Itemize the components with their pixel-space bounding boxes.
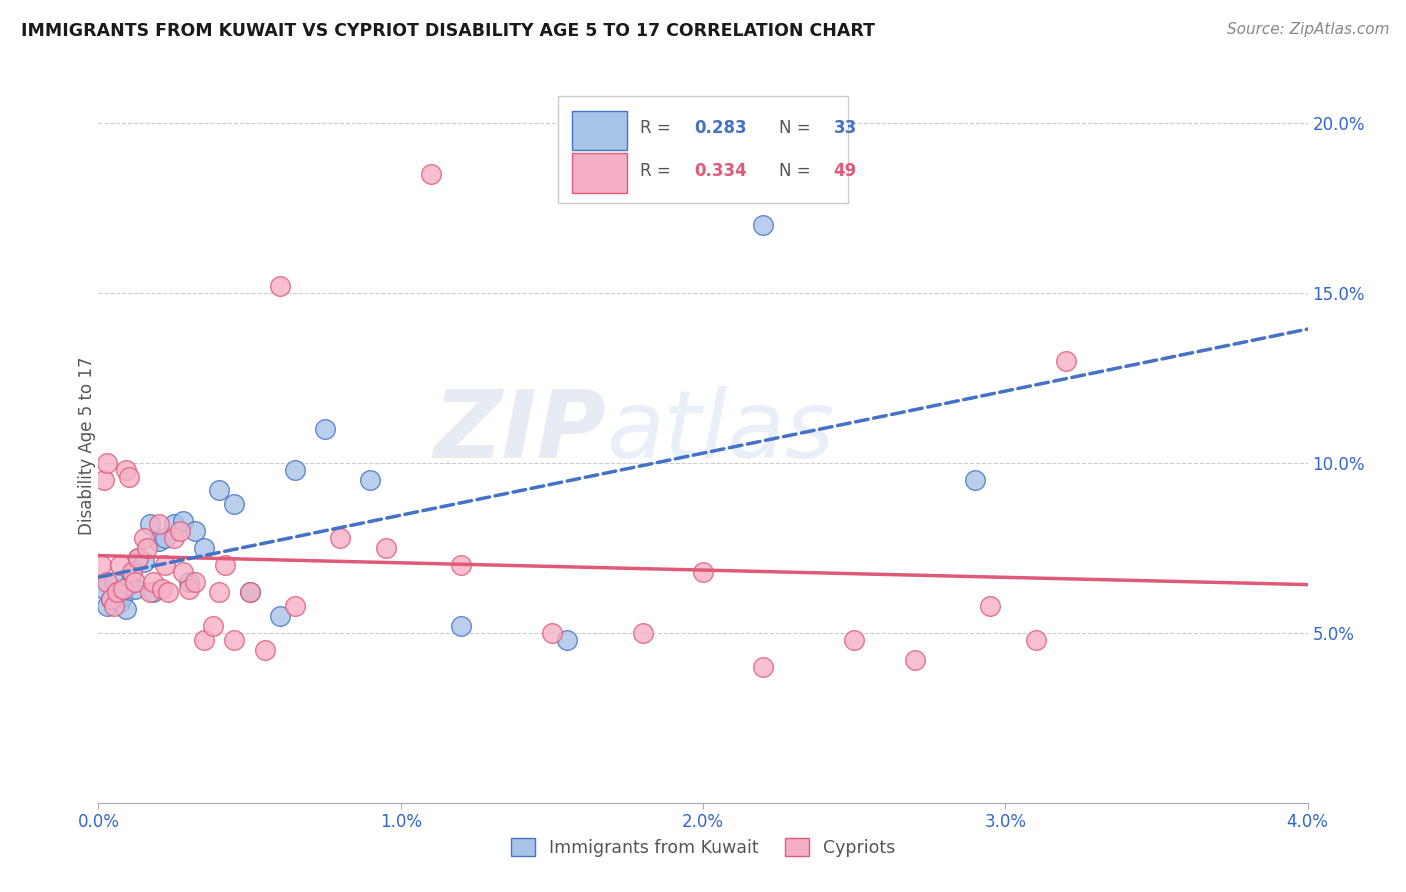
- Point: [253, 643, 276, 657]
- Point: [142, 574, 165, 589]
- Point: [148, 534, 170, 549]
- Point: [214, 558, 236, 572]
- Point: [179, 582, 201, 596]
- Point: [103, 599, 125, 613]
- Text: N =: N =: [779, 162, 815, 180]
- Point: [169, 524, 191, 538]
- Point: [90, 558, 112, 572]
- Point: [555, 632, 578, 647]
- Point: [179, 574, 201, 589]
- Point: [148, 517, 170, 532]
- Text: 0.283: 0.283: [695, 120, 747, 137]
- Point: [96, 574, 118, 589]
- Point: [163, 517, 186, 532]
- Point: [105, 585, 128, 599]
- Point: [139, 517, 162, 532]
- Point: [124, 582, 146, 596]
- Point: [329, 531, 352, 545]
- Point: [96, 456, 118, 470]
- Point: [844, 632, 866, 647]
- Text: ZIP: ZIP: [433, 385, 606, 478]
- Point: [631, 626, 654, 640]
- Point: [96, 599, 118, 613]
- Text: atlas: atlas: [606, 386, 835, 477]
- Point: [127, 551, 149, 566]
- Point: [224, 497, 246, 511]
- Point: [156, 585, 179, 599]
- Point: [132, 555, 155, 569]
- Point: [114, 463, 136, 477]
- Point: [193, 541, 215, 555]
- Point: [139, 585, 162, 599]
- Point: [108, 595, 131, 609]
- Point: [450, 619, 472, 633]
- Point: [284, 463, 307, 477]
- Point: [904, 653, 927, 667]
- Point: [127, 551, 149, 566]
- Point: [132, 531, 155, 545]
- Point: [314, 422, 336, 436]
- Point: [965, 473, 987, 487]
- Point: [100, 591, 122, 606]
- Point: [224, 632, 246, 647]
- Point: [121, 565, 143, 579]
- Text: 0.334: 0.334: [695, 162, 747, 180]
- Point: [150, 582, 173, 596]
- Point: [184, 524, 207, 538]
- Point: [100, 591, 122, 606]
- Legend: Immigrants from Kuwait, Cypriots: Immigrants from Kuwait, Cypriots: [502, 830, 904, 865]
- Point: [105, 585, 128, 599]
- Point: [163, 531, 186, 545]
- Point: [540, 626, 562, 640]
- Point: [239, 585, 262, 599]
- FancyBboxPatch shape: [572, 111, 627, 150]
- Point: [1025, 632, 1047, 647]
- FancyBboxPatch shape: [558, 96, 848, 203]
- Point: [239, 585, 262, 599]
- Point: [111, 582, 134, 596]
- Point: [420, 167, 443, 181]
- Point: [1054, 354, 1077, 368]
- Point: [979, 599, 1001, 613]
- Point: [269, 279, 291, 293]
- Point: [93, 582, 115, 596]
- Point: [172, 565, 194, 579]
- Text: R =: R =: [640, 162, 676, 180]
- Point: [142, 585, 165, 599]
- Point: [202, 619, 225, 633]
- FancyBboxPatch shape: [572, 153, 627, 193]
- Point: [108, 558, 131, 572]
- Point: [752, 660, 775, 674]
- Y-axis label: Disability Age 5 to 17: Disability Age 5 to 17: [79, 357, 96, 535]
- Point: [360, 473, 382, 487]
- Text: 33: 33: [834, 120, 856, 137]
- Point: [135, 541, 157, 555]
- Point: [374, 541, 396, 555]
- Text: R =: R =: [640, 120, 676, 137]
- Text: IMMIGRANTS FROM KUWAIT VS CYPRIOT DISABILITY AGE 5 TO 17 CORRELATION CHART: IMMIGRANTS FROM KUWAIT VS CYPRIOT DISABI…: [21, 22, 875, 40]
- Point: [114, 602, 136, 616]
- Point: [172, 514, 194, 528]
- Point: [184, 574, 207, 589]
- Point: [111, 589, 134, 603]
- Point: [153, 531, 176, 545]
- Point: [153, 558, 176, 572]
- Point: [208, 483, 231, 498]
- Text: 49: 49: [834, 162, 856, 180]
- Point: [692, 565, 714, 579]
- Point: [103, 574, 125, 589]
- Point: [121, 565, 143, 579]
- Point: [208, 585, 231, 599]
- Point: [284, 599, 307, 613]
- Point: [752, 218, 775, 232]
- Point: [193, 632, 215, 647]
- Point: [450, 558, 472, 572]
- Point: [269, 608, 291, 623]
- Text: N =: N =: [779, 120, 815, 137]
- Text: Source: ZipAtlas.com: Source: ZipAtlas.com: [1226, 22, 1389, 37]
- Point: [118, 578, 141, 592]
- Point: [118, 469, 141, 483]
- Point: [93, 473, 115, 487]
- Point: [124, 574, 146, 589]
